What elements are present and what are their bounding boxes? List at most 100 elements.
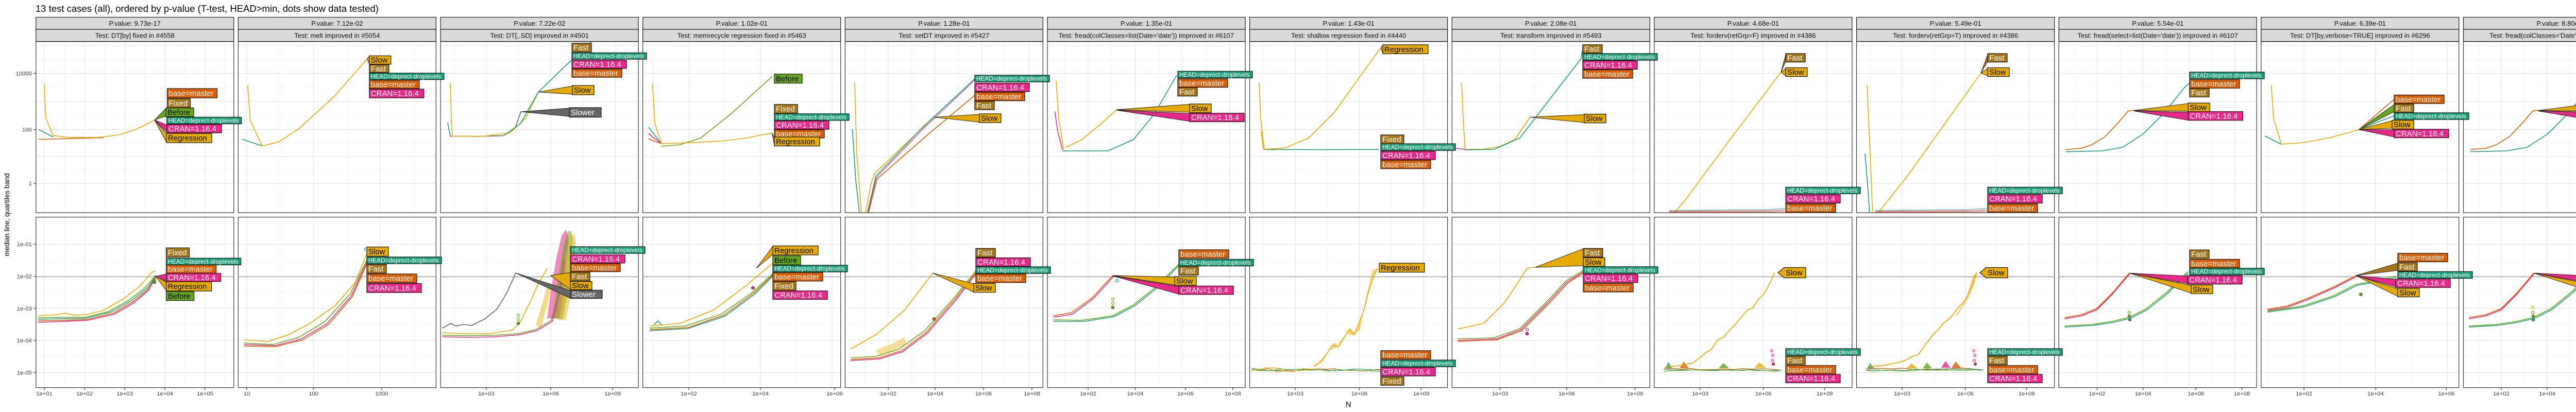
svg-text:Slow: Slow <box>975 284 992 293</box>
svg-text:CRAN=1.16.4: CRAN=1.16.4 <box>1382 368 1430 376</box>
svg-text:Slow: Slow <box>1786 269 1803 278</box>
svg-text:CRAN=1.16.4: CRAN=1.16.4 <box>2397 279 2445 288</box>
svg-text:1e+06: 1e+06 <box>1558 391 1575 397</box>
svg-text:1e+03: 1e+03 <box>1894 391 1910 397</box>
svg-text:100: 100 <box>309 391 318 397</box>
svg-text:HEAD=deprect-droplevels: HEAD=deprect-droplevels <box>1179 71 1250 78</box>
svg-text:Slow: Slow <box>1176 277 1193 286</box>
svg-text:base=master: base=master <box>977 274 1022 283</box>
svg-text:CRAN=1.16.4: CRAN=1.16.4 <box>1584 61 1632 70</box>
svg-text:HEAD=deprect-droplevels: HEAD=deprect-droplevels <box>1787 187 1858 194</box>
svg-text:Regression: Regression <box>168 134 207 143</box>
svg-text:Before: Before <box>168 292 191 301</box>
svg-text:Test: fread(colClasses=list(Da: Test: fread(colClasses=list(Date='date')… <box>1059 31 1234 39</box>
svg-text:Regression: Regression <box>1384 45 1423 54</box>
svg-text:HEAD=deprect-droplevels: HEAD=deprect-droplevels <box>2191 268 2262 275</box>
svg-text:base=master: base=master <box>2399 253 2444 262</box>
svg-text:Fast: Fast <box>371 64 386 73</box>
svg-text:Fast: Fast <box>1584 45 1600 54</box>
svg-text:HEAD=deprect-droplevels: HEAD=deprect-droplevels <box>168 117 239 124</box>
svg-text:Fast: Fast <box>368 265 384 273</box>
svg-text:Slow: Slow <box>1989 68 2006 77</box>
svg-text:CRAN=1.16.4: CRAN=1.16.4 <box>1989 374 2037 383</box>
svg-text:base=master: base=master <box>1179 79 1224 88</box>
svg-text:Slow: Slow <box>371 56 388 65</box>
svg-text:Fixed: Fixed <box>168 248 187 257</box>
svg-text:1e+09: 1e+09 <box>1627 391 1643 397</box>
svg-text:HEAD=deprect-droplevels: HEAD=deprect-droplevels <box>1787 349 1858 356</box>
svg-text:P.value: 5.54e-01: P.value: 5.54e-01 <box>2132 20 2183 27</box>
svg-text:1e+06: 1e+06 <box>2188 391 2205 397</box>
svg-text:Test: forderv(retGrp=T) improv: Test: forderv(retGrp=T) improved in #438… <box>1893 31 2018 39</box>
svg-text:Slower: Slower <box>571 108 595 117</box>
svg-text:HEAD=deprect-droplevels: HEAD=deprect-droplevels <box>368 257 439 264</box>
svg-text:Fast: Fast <box>2396 104 2411 113</box>
svg-text:base=master: base=master <box>1584 70 1629 79</box>
svg-text:Fast: Fast <box>572 272 587 281</box>
svg-text:1e+03: 1e+03 <box>1287 391 1303 397</box>
svg-text:1e+04: 1e+04 <box>927 391 943 397</box>
svg-text:N: N <box>1346 400 1351 409</box>
svg-text:base=master: base=master <box>1382 351 1427 359</box>
svg-text:Fast: Fast <box>573 44 589 53</box>
svg-text:CRAN=1.16.4: CRAN=1.16.4 <box>1382 151 1430 160</box>
svg-text:Test: melt improved in #5054: Test: melt improved in #5054 <box>294 31 380 39</box>
svg-text:P.value: 8.80e-01: P.value: 8.80e-01 <box>2536 20 2576 27</box>
svg-text:P.value: 5.49e-01: P.value: 5.49e-01 <box>1929 20 1981 27</box>
svg-text:P.value: 1.02e-01: P.value: 1.02e-01 <box>716 20 768 27</box>
svg-text:1e+04: 1e+04 <box>2539 391 2555 397</box>
svg-text:Before: Before <box>167 108 190 117</box>
svg-text:Test: memrecycle regression fi: Test: memrecycle regression fixed in #54… <box>677 31 806 39</box>
svg-text:Test: setDT improved in #5427: Test: setDT improved in #5427 <box>899 31 989 39</box>
svg-text:base=master: base=master <box>573 69 618 78</box>
svg-text:Fixed: Fixed <box>776 105 795 114</box>
svg-text:Fixed: Fixed <box>1382 377 1401 386</box>
svg-text:CRAN=1.16.4: CRAN=1.16.4 <box>1191 113 1239 122</box>
svg-text:1e+02: 1e+02 <box>2296 391 2312 397</box>
svg-text:Slow: Slow <box>1586 114 1603 123</box>
svg-text:1e+05: 1e+05 <box>197 391 213 397</box>
svg-text:1e-04: 1e-04 <box>17 338 32 344</box>
svg-text:1e+06: 1e+06 <box>1351 391 1368 397</box>
svg-text:CRAN=1.16.4: CRAN=1.16.4 <box>168 125 216 133</box>
svg-text:P.value: 4.68e-01: P.value: 4.68e-01 <box>1727 20 1779 27</box>
svg-text:CRAN=1.16.4: CRAN=1.16.4 <box>168 273 216 282</box>
svg-text:Fixed: Fixed <box>774 282 793 291</box>
svg-text:Regression: Regression <box>1381 264 1420 272</box>
svg-text:1e+02: 1e+02 <box>2493 391 2510 397</box>
svg-text:base=master: base=master <box>1180 250 1225 259</box>
svg-text:HEAD=deprect-droplevels: HEAD=deprect-droplevels <box>2191 72 2262 79</box>
svg-text:Fast: Fast <box>2191 89 2207 97</box>
svg-text:base=master: base=master <box>368 274 413 283</box>
svg-text:Fast: Fast <box>1787 356 1803 365</box>
svg-text:1e+04: 1e+04 <box>1127 391 1144 397</box>
svg-text:Regression: Regression <box>774 246 814 255</box>
svg-text:1e+06: 1e+06 <box>2438 391 2455 397</box>
svg-text:1e+02: 1e+02 <box>76 391 93 397</box>
svg-text:P.value: 1.35e-01: P.value: 1.35e-01 <box>1121 20 1172 27</box>
svg-text:10: 10 <box>244 391 250 397</box>
svg-text:HEAD=deprect-droplevels: HEAD=deprect-droplevels <box>572 247 642 254</box>
svg-text:Fixed: Fixed <box>1382 135 1401 144</box>
svg-text:CRAN=1.16.4: CRAN=1.16.4 <box>776 121 824 130</box>
svg-text:HEAD=deprect-droplevels: HEAD=deprect-droplevels <box>371 73 442 80</box>
svg-text:HEAD=deprect-droplevels: HEAD=deprect-droplevels <box>573 53 644 60</box>
svg-text:Slow: Slow <box>981 114 998 123</box>
svg-text:1e+09: 1e+09 <box>1413 391 1430 397</box>
svg-text:Fast: Fast <box>2191 250 2207 259</box>
svg-text:Test: fread(colClasses='Date'): Test: fread(colClasses='Date') improved … <box>2489 31 2576 39</box>
svg-text:100: 100 <box>22 127 32 133</box>
svg-text:CRAN=1.16.4: CRAN=1.16.4 <box>371 90 419 98</box>
svg-text:Test: forderv(retGrp=F) improv: Test: forderv(retGrp=F) improved in #438… <box>1690 31 1816 39</box>
svg-text:base=master: base=master <box>976 92 1021 101</box>
svg-text:Fast: Fast <box>976 101 992 110</box>
svg-text:1e-02: 1e-02 <box>17 274 32 280</box>
svg-text:1e+06: 1e+06 <box>975 391 992 397</box>
svg-text:CRAN=1.16.4: CRAN=1.16.4 <box>573 60 621 69</box>
svg-text:1e+03: 1e+03 <box>116 391 133 397</box>
svg-text:base=master: base=master <box>1989 204 2034 213</box>
svg-text:1e+06: 1e+06 <box>826 391 843 397</box>
svg-text:P.value: 7.12e-02: P.value: 7.12e-02 <box>311 20 363 27</box>
svg-text:base=master: base=master <box>572 264 617 272</box>
svg-text:P.value: 1.43e-01: P.value: 1.43e-01 <box>1323 20 1374 27</box>
